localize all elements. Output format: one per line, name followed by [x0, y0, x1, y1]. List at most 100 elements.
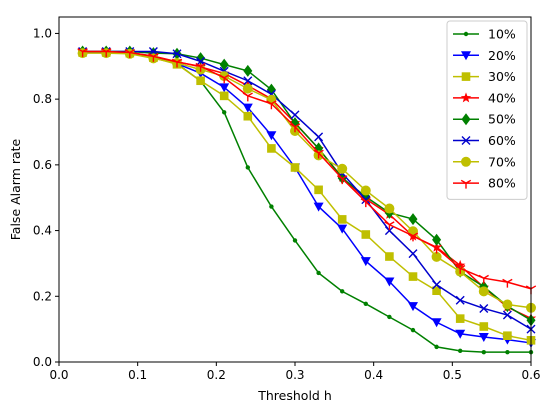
data-point: [313, 149, 324, 159]
data-point: [337, 175, 348, 185]
x-tick-label: 0.5: [443, 368, 462, 382]
data-point: [219, 83, 230, 93]
data-point: [360, 198, 371, 208]
data-point: [387, 314, 392, 320]
data-point: [219, 58, 229, 71]
legend-label: 70%: [488, 154, 516, 169]
data-point: [290, 163, 300, 172]
data-point: [478, 274, 489, 284]
legend-label: 40%: [488, 90, 516, 105]
data-point: [455, 314, 465, 323]
data-point: [245, 165, 250, 170]
data-point: [502, 310, 512, 320]
data-point: [316, 270, 321, 276]
data-point: [195, 62, 206, 72]
series-60pct: [78, 47, 536, 334]
data-point: [361, 230, 371, 239]
data-point: [431, 318, 442, 328]
data-point: [219, 74, 230, 84]
data-point: [222, 110, 227, 115]
data-point: [455, 329, 466, 339]
x-tick-label: 0.4: [364, 368, 383, 382]
legend-box: [446, 20, 528, 200]
data-point: [478, 286, 489, 297]
data-point: [360, 257, 371, 267]
data-point: [360, 185, 371, 196]
data-point: [455, 295, 465, 305]
data-point: [431, 241, 442, 252]
legend-item: 70%: [453, 154, 516, 169]
data-point: [267, 144, 276, 153]
legend-item: 40%: [453, 90, 516, 105]
legend-label: 80%: [488, 176, 516, 191]
data-point: [219, 91, 229, 101]
data-point: [314, 132, 324, 142]
data-point: [503, 331, 512, 341]
data-point: [502, 278, 513, 288]
legend-item: 10%: [453, 27, 516, 42]
data-point: [431, 251, 442, 262]
legend-label: 10%: [488, 27, 516, 42]
data-point: [196, 76, 205, 86]
data-point: [434, 344, 439, 350]
x-tick-label: 0.2: [207, 368, 226, 382]
legend-label: 50%: [488, 112, 516, 127]
data-point: [408, 302, 418, 312]
legend-label: 60%: [488, 133, 516, 148]
data-point: [384, 203, 395, 214]
y-tick-label: 0.4: [33, 224, 52, 238]
data-point: [124, 49, 135, 58]
legend-marker: [461, 51, 471, 61]
data-point: [171, 58, 183, 68]
data-point: [478, 333, 489, 343]
plot-area: [77, 45, 537, 355]
legend-marker: [461, 136, 471, 145]
data-point: [337, 215, 347, 224]
data-point: [432, 233, 442, 246]
data-point: [243, 111, 253, 121]
data-point: [266, 131, 277, 141]
data-point: [458, 348, 463, 354]
data-point: [77, 48, 88, 57]
data-point: [479, 303, 489, 313]
data-point: [242, 83, 253, 94]
legend-marker: [460, 92, 472, 103]
data-point: [172, 49, 182, 59]
series-line: [82, 50, 532, 330]
x-tick-label: 0.0: [49, 368, 68, 382]
data-point: [361, 195, 371, 205]
data-point: [337, 163, 348, 174]
data-point: [455, 264, 466, 274]
y-tick-label: 0.2: [33, 289, 52, 303]
data-point: [219, 71, 230, 82]
data-point: [481, 349, 486, 355]
data-point: [432, 286, 441, 295]
legend-item: 20%: [453, 48, 516, 63]
data-point: [454, 259, 466, 270]
data-point: [242, 103, 253, 113]
x-tick-label: 0.6: [521, 368, 540, 382]
x-axis-label: Threshold h: [257, 388, 332, 403]
data-point: [314, 185, 323, 195]
legend-item: 30%: [453, 69, 516, 84]
data-point: [290, 110, 300, 120]
data-point: [408, 213, 418, 226]
data-point: [243, 76, 253, 86]
data-point: [148, 53, 159, 62]
data-point: [410, 327, 416, 333]
data-point: [292, 238, 298, 243]
y-tick-label: 1.0: [33, 26, 52, 40]
data-point: [432, 280, 442, 290]
y-tick-label: 0.0: [33, 355, 52, 369]
data-point: [408, 272, 418, 281]
data-point: [243, 64, 253, 77]
data-point: [408, 249, 418, 259]
data-point: [384, 277, 395, 287]
data-point: [384, 221, 395, 231]
legend-item: 60%: [453, 133, 516, 148]
data-point: [337, 224, 348, 234]
series-80pct: [77, 48, 537, 295]
x-axis-ticks: 0.0 0.1 0.2 0.3 0.4 0.5 0.6: [49, 362, 541, 382]
data-point: [363, 301, 368, 307]
